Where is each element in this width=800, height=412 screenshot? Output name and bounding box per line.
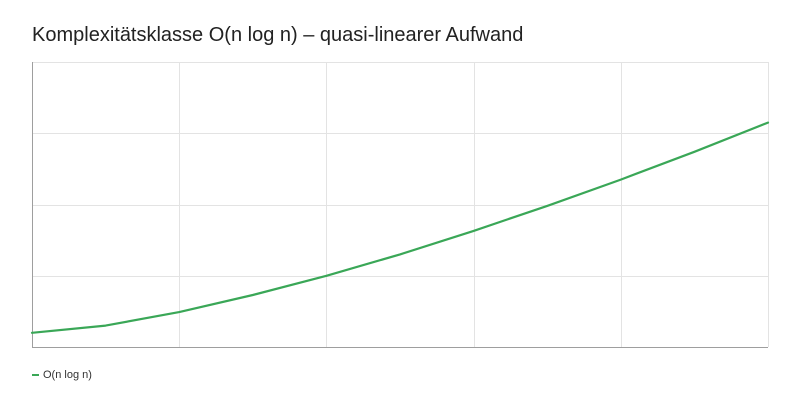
chart-title: Komplexitätsklasse O(n log n) – quasi-li… [32, 24, 524, 46]
grid-lines [32, 62, 769, 347]
series-line-0 [30, 121, 770, 334]
legend-label: O(n log n) [43, 369, 92, 381]
legend: O(n log n) [32, 369, 92, 381]
series-layer [30, 121, 770, 334]
legend-swatch [32, 374, 39, 376]
chart-axes [32, 62, 768, 348]
